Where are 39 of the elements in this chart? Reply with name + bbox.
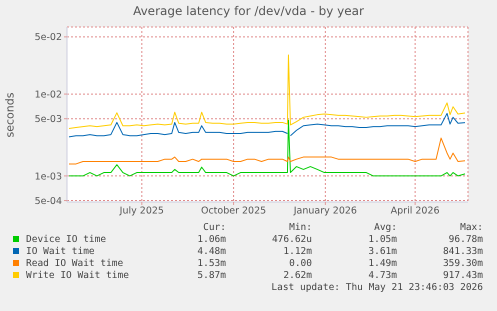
y-tick-label: 5e-03 bbox=[34, 114, 62, 126]
text: 96.78m bbox=[448, 234, 483, 245]
text: 3.61m bbox=[368, 246, 397, 257]
text: Last update: Thu May 21 23:46:03 2026 bbox=[271, 282, 483, 293]
legend-label: IO Wait time bbox=[26, 246, 95, 257]
text: 2.62m bbox=[283, 270, 312, 281]
legend-label: Device IO time bbox=[26, 234, 106, 245]
y-tick-label: 5e-02 bbox=[34, 32, 62, 44]
y-axis-title: seconds bbox=[4, 92, 16, 138]
x-tick-label: January 2026 bbox=[292, 206, 357, 217]
text: 0.00 bbox=[289, 258, 312, 269]
text: 1.53m bbox=[197, 258, 226, 269]
text: Avg: bbox=[374, 222, 397, 233]
legend-label: Read IO Wait time bbox=[26, 258, 124, 269]
legend-label: Write IO Wait time bbox=[26, 270, 129, 281]
text: 1.49m bbox=[368, 258, 397, 269]
y-tick-label: 5e-04 bbox=[34, 196, 62, 207]
line-series bbox=[68, 120, 466, 176]
text: 359.30m bbox=[442, 258, 483, 269]
text: 4.73m bbox=[368, 270, 397, 281]
x-tick-label: July 2025 bbox=[118, 206, 164, 217]
text: 917.43m bbox=[442, 270, 483, 281]
x-tick-label: October 2025 bbox=[200, 206, 266, 217]
text: 841.33m bbox=[442, 246, 483, 257]
text: 1.06m bbox=[197, 234, 226, 245]
text: 1.12m bbox=[283, 246, 312, 257]
y-tick-label: 1e-02 bbox=[34, 89, 62, 100]
text: 4.48m bbox=[197, 246, 226, 257]
text: 5.87m bbox=[197, 270, 226, 281]
x-tick-label: April 2026 bbox=[390, 206, 440, 217]
y-tick-label: 1e-03 bbox=[34, 171, 62, 182]
line-series bbox=[68, 138, 466, 164]
chart-title: Average latency for /dev/vda - by year bbox=[132, 4, 365, 18]
text: Max: bbox=[460, 222, 483, 233]
text: 1.05m bbox=[368, 234, 397, 245]
text: Min: bbox=[289, 222, 312, 233]
line-series bbox=[68, 54, 466, 129]
text: 476.62u bbox=[272, 234, 312, 245]
text: Cur: bbox=[203, 222, 226, 233]
